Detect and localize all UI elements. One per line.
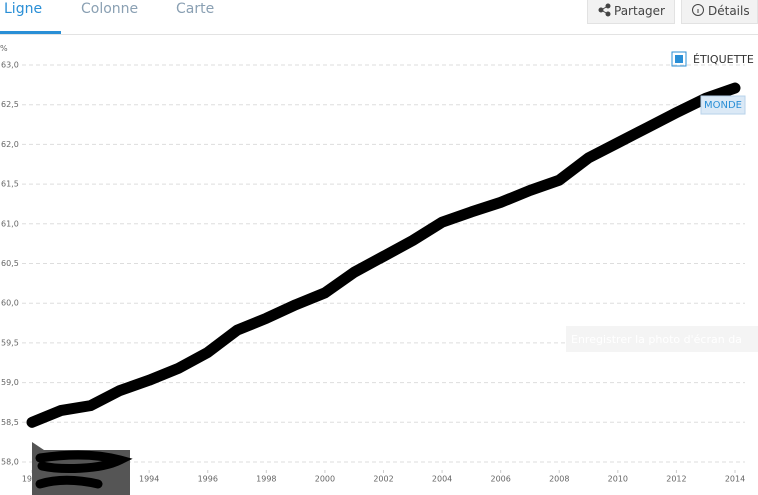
x-tick-label: 2006 (490, 475, 510, 484)
y-tick-label: 58,0 (1, 458, 19, 467)
x-tick-label: 1996 (198, 475, 218, 484)
tab[interactable]: Ligne (4, 1, 43, 17)
x-tick-label: 2004 (432, 475, 452, 484)
y-tick-label: 58,5 (1, 418, 19, 427)
x-tick-label: 1998 (256, 475, 276, 484)
tab-bar: Ligne Colonne Carte Partager Détails (0, 0, 758, 35)
data-line (26, 82, 741, 428)
label: Détails (708, 4, 750, 18)
x-tick-label: 2012 (666, 475, 686, 484)
legend-title: ÉTIQUETTE (693, 53, 754, 66)
y-tick-label: 60,5 (1, 259, 19, 268)
label: Partager (614, 4, 665, 18)
overlay-text: Enregistrer la photo d'écran da (571, 333, 742, 346)
y-tick-label: 61,5 (1, 180, 19, 189)
x-tick-label: 1994 (139, 475, 159, 484)
y-tick-label: 60,0 (1, 299, 19, 308)
y-axis-label: % (0, 44, 8, 53)
y-tick-label: 62,0 (1, 140, 19, 149)
x-tick-label: 2014 (725, 475, 745, 484)
y-tick-label: 61,0 (1, 219, 19, 228)
info-icon (692, 4, 704, 16)
y-tick-label: 59,5 (1, 338, 19, 347)
series-label-box (700, 95, 746, 115)
y-tick-label: 63,0 (1, 61, 19, 70)
tab[interactable]: Colonne (81, 1, 139, 17)
x-tick-label: 2000 (315, 475, 335, 484)
x-tick-label: 2010 (608, 475, 628, 484)
details-button[interactable]: Détails (681, 0, 758, 24)
active-indicator (0, 31, 61, 34)
tab[interactable]: Carte (176, 1, 215, 17)
redaction (35, 450, 133, 473)
x-tick-label: 2002 (373, 475, 393, 484)
share-icon (598, 3, 611, 17)
overlay-box (566, 326, 758, 352)
x-tick-label: 2008 (549, 475, 569, 484)
y-tick-label: 62,5 (1, 100, 19, 109)
y-tick-label: 59,0 (1, 378, 19, 387)
series-label: MONDE (704, 100, 742, 111)
redaction (35, 475, 103, 489)
legend-checkbox-fill (675, 55, 683, 63)
